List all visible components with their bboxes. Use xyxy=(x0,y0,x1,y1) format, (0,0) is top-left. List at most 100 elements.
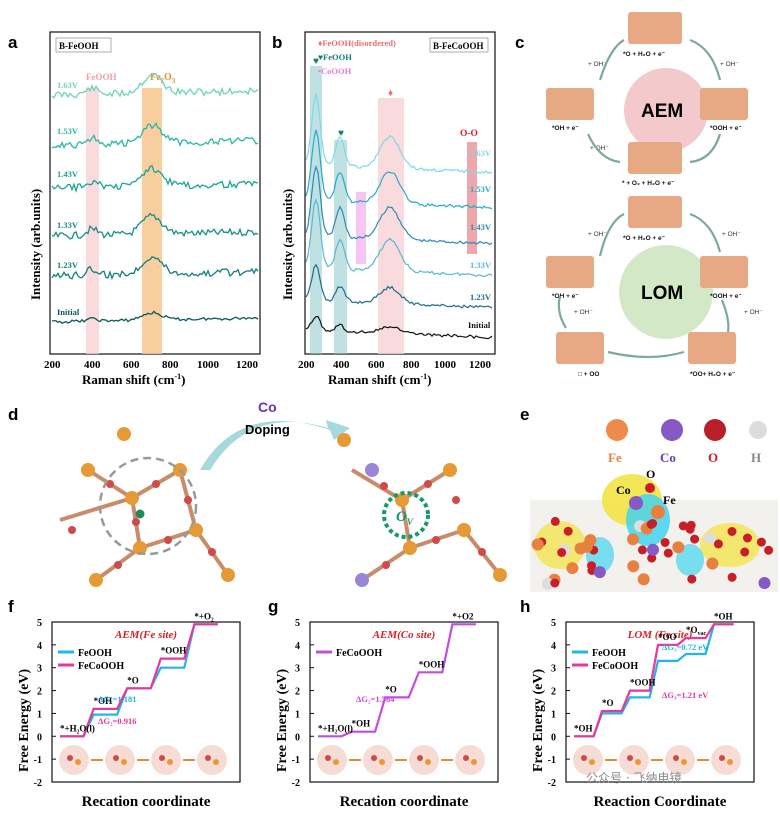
surface-fe-atom xyxy=(651,505,665,519)
ylabel-h: Free Energy (eV) xyxy=(531,669,546,772)
panel-e: e Fe Co O H O Co Fe xyxy=(520,405,778,592)
panel-letter-h: h xyxy=(520,597,530,616)
xticks-b: 200 400 600 800 1000 1200 xyxy=(298,359,492,371)
panel-letter-d: d xyxy=(8,405,18,424)
slab-atom xyxy=(637,545,647,555)
vacancy-site-circle xyxy=(98,456,198,556)
panel-d: d Co Doping xyxy=(8,399,507,587)
intermediate-structure-h xyxy=(711,745,741,775)
xlabel-b: Raman shift (cm-1) xyxy=(328,372,431,387)
ytick-g: -1 xyxy=(292,755,300,766)
ytick-f: 5 xyxy=(37,618,42,629)
slab-atom xyxy=(756,537,766,547)
band-b-disordered xyxy=(378,98,404,354)
lom-step-3: □ + OO xyxy=(578,371,599,378)
lom-oh-3: + OH⁻ xyxy=(744,309,763,316)
legend-h-atom xyxy=(749,421,767,439)
slab-atoms xyxy=(531,483,774,590)
slab-atom xyxy=(764,545,774,555)
raman-trace-a-2 xyxy=(51,164,259,194)
slab-atom xyxy=(685,524,695,534)
dg-label-h-0: ΔG₃=0.72 eV xyxy=(662,642,709,652)
energy-series-f-0 xyxy=(60,623,218,738)
dg-label-f-0: ΔG₂=1.181 xyxy=(98,694,136,704)
trace-label-a-3: 1.33V xyxy=(57,220,79,230)
slab-atom xyxy=(740,547,750,557)
panel-letter-f: f xyxy=(8,597,14,616)
ytick-g: 4 xyxy=(295,641,300,652)
ylabel-b: Intensity (arb.units) xyxy=(280,189,295,300)
legend-h: H xyxy=(751,450,761,465)
band-b-feooh-2 xyxy=(334,140,347,354)
ytick-f: -2 xyxy=(34,778,42,789)
panel-b-title: B-FeCoOOH xyxy=(433,41,484,51)
slab-atom xyxy=(637,573,650,586)
ytick-h: 4 xyxy=(551,641,556,652)
raman-traces-a xyxy=(51,73,259,324)
intermediate-structure-h xyxy=(573,745,603,775)
band-b-oo xyxy=(467,142,477,254)
energy-series-f-1 xyxy=(60,623,218,738)
slab-atom xyxy=(678,521,688,531)
svg-text:200: 200 xyxy=(44,359,61,371)
lom-step-2: *OO+ H₂O + e⁻ xyxy=(690,371,736,378)
svg-text:800: 800 xyxy=(403,359,420,371)
raman-trace-b-0 xyxy=(305,93,493,175)
trace-label-a-4: 1.23V xyxy=(57,260,79,270)
aem-step-2: * + O₂ + H₂O + e⁻ xyxy=(622,180,675,187)
panel-letter-c: c xyxy=(515,33,524,52)
label-e-co: Co xyxy=(616,483,631,497)
ytick-h: -2 xyxy=(548,778,556,789)
slab-atom xyxy=(647,553,657,563)
state-label-h-3: *OO xyxy=(658,632,677,642)
doping-label: Doping xyxy=(245,422,290,437)
aem-oh-2: + OH⁻ xyxy=(590,145,609,152)
state-label-h-2: *OOH xyxy=(630,678,656,688)
ytick-h: 2 xyxy=(551,687,556,698)
label-e-fe: Fe xyxy=(663,493,676,507)
state-label-f-0: *+H₂O(l) xyxy=(60,723,95,733)
ytick-h: -1 xyxy=(548,755,556,766)
trace-label-b-4: 1.23V xyxy=(470,292,492,302)
svg-text:200: 200 xyxy=(298,359,315,371)
ylabel-g: Free Energy (eV) xyxy=(275,669,290,772)
aem-circle xyxy=(624,68,708,152)
slab-atom xyxy=(687,574,697,584)
marker-b-0: ♥ xyxy=(313,56,319,67)
slab-atom xyxy=(531,538,544,551)
state-label-h-5: *OH xyxy=(714,611,733,621)
doping-arrow xyxy=(200,420,350,470)
raman-trace-a-5 xyxy=(51,310,259,324)
state-label-g-1: *OH xyxy=(352,719,371,729)
panel-a-title: B-FeOOH xyxy=(59,41,99,51)
slab-atom xyxy=(646,519,656,529)
panel-c: c AEM LOM *O + H₂O + e⁻ *OOH + e⁻ * + O₂… xyxy=(515,12,763,378)
title-h: LOM (Fe site) xyxy=(627,629,693,641)
surface-o-atom xyxy=(645,483,655,493)
dopant-label: Co xyxy=(258,399,277,415)
surface-co-atom xyxy=(629,496,643,510)
aem-oh-1: + OH⁻ xyxy=(720,61,739,68)
slab-atom xyxy=(660,538,670,547)
legend-g-0: FeCoOOH xyxy=(336,648,382,659)
legend-o: O xyxy=(708,450,718,465)
slab-atom xyxy=(557,548,567,557)
ylabel-f: Free Energy (eV) xyxy=(17,669,32,772)
raman-trace-b-1 xyxy=(305,129,493,210)
co-atoms-right xyxy=(355,463,379,587)
band-fe2o3 xyxy=(142,88,162,354)
panel-letter-e: e xyxy=(520,405,529,424)
oxygen-vacancy-label: OV xyxy=(396,509,414,527)
aem-step-3: *OH + e⁻ xyxy=(552,125,579,132)
panel-letter-b: b xyxy=(272,33,282,52)
raman-trace-a-1 xyxy=(51,122,259,150)
intermediate-structure-f xyxy=(151,745,181,775)
raman-trace-a-3 xyxy=(51,212,259,240)
band-b-cooh xyxy=(356,192,366,264)
xlabel-a: Raman shift (cm-1) xyxy=(82,372,185,387)
state-label-f-4: *+O₂ xyxy=(194,611,214,621)
raman-trace-b-2 xyxy=(305,164,493,246)
trace-label-a-2: 1.43V xyxy=(57,169,79,179)
